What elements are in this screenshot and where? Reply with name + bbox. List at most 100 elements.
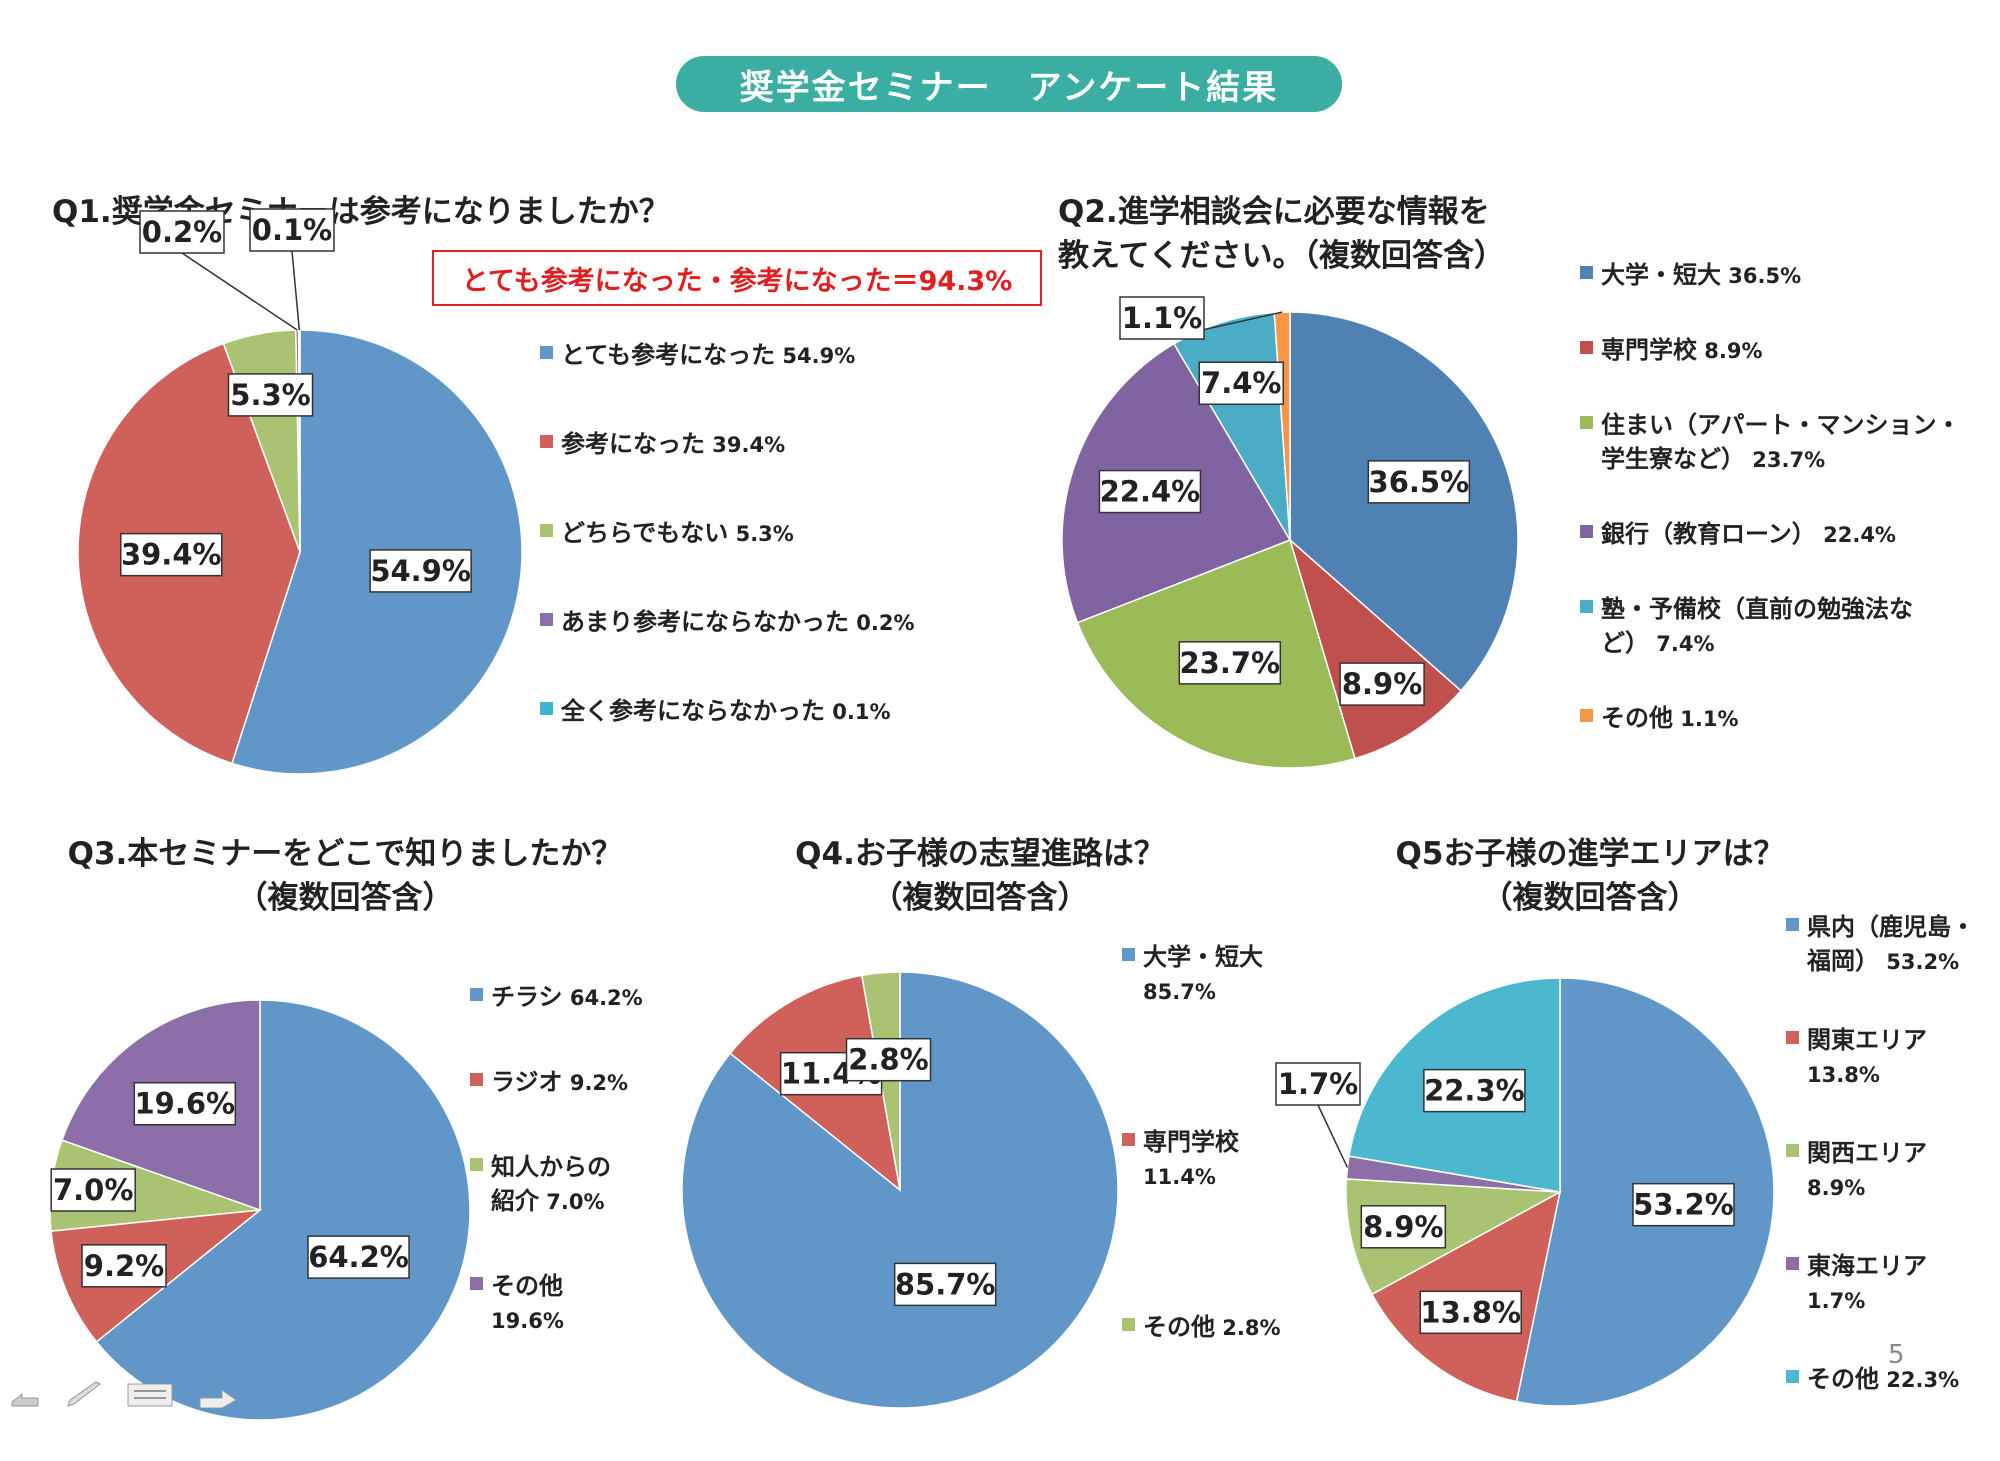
- q1-legend-text-1: 参考になった 39.4%: [561, 430, 786, 458]
- q1-legend-swatch-1: [540, 435, 553, 448]
- q1-data-label-2: 5.3%: [230, 378, 310, 412]
- q2-title-line-1: Q2.進学相談会に必要な情報を: [1058, 194, 1490, 230]
- q2-legend-text-3: 銀行（教育ローン） 22.4%: [1601, 520, 1896, 548]
- q2-legend-item-1: 専門学校 8.9%: [1580, 333, 1961, 368]
- back-arrow-icon[interactable]: [8, 1380, 42, 1408]
- q4-legend-item-2: その他 2.8%: [1122, 1310, 1281, 1345]
- q2-legend-swatch-4: [1580, 600, 1593, 613]
- q5-label-box-3: [1275, 1062, 1361, 1106]
- slide-nav-toolbar: [8, 1380, 240, 1408]
- q5-legend-item-1: 関東エリア 13.8%: [1786, 1023, 1975, 1092]
- q1-data-label-4: 0.1%: [252, 213, 332, 247]
- q4-pie-chart: 85.7%11.4%2.8%: [681, 971, 1119, 1409]
- q1-legend-swatch-2: [540, 524, 553, 537]
- q3-legend-item-2: 知人からの 紹介 7.0%: [470, 1150, 643, 1219]
- q1-label-box-2: [227, 373, 314, 417]
- q3-data-label-3: 19.6%: [134, 1087, 235, 1121]
- q5-label-box-1: [1419, 1290, 1522, 1335]
- q4-legend-text-1: 専門学校 11.4%: [1143, 1128, 1239, 1189]
- q1-legend-swatch-0: [540, 346, 553, 359]
- q3-legend-swatch-3: [470, 1277, 483, 1290]
- q4-label-box-0: [893, 1262, 997, 1307]
- q4-data-label-0: 85.7%: [895, 1267, 996, 1301]
- q5-legend-text-3: 東海エリア 1.7%: [1807, 1252, 1927, 1313]
- q1-legend-text-4: 全く参考にならなかった 0.1%: [561, 697, 891, 725]
- q3-data-label-2: 7.0%: [53, 1173, 133, 1207]
- q5-title-line-1: Q5お子様の進学エリアは？: [1395, 836, 1785, 872]
- q2-data-label-1: 8.9%: [1342, 667, 1422, 701]
- q2-legend-text-1: 専門学校 8.9%: [1601, 336, 1763, 364]
- q4-title-line-1: Q4.お子様の志望進路は？: [795, 836, 1165, 872]
- q2-legend-item-4: 塾・予備校（直前の勉強法な ど） 7.4%: [1580, 592, 1961, 661]
- q3-legend: チラシ 64.2% ラジオ 9.2% 知人からの 紹介 7.0% その他 19.6%: [470, 980, 643, 1388]
- q2-data-label-5: 1.1%: [1122, 301, 1202, 335]
- q5-data-label-3: 1.7%: [1278, 1067, 1358, 1101]
- q3-title: Q3.本セミナーをどこで知りましたか？ （複数回答含）: [30, 832, 660, 920]
- q5-legend-swatch-0: [1786, 918, 1799, 931]
- q3-data-label-1: 9.2%: [84, 1249, 164, 1283]
- q1-label-box-1: [120, 532, 223, 577]
- q4-legend-text-2: その他 2.8%: [1143, 1313, 1281, 1341]
- q3-legend-swatch-1: [470, 1073, 483, 1086]
- q5-data-label-2: 8.9%: [1363, 1210, 1443, 1244]
- q5-legend-swatch-1: [1786, 1031, 1799, 1044]
- q2-label-box-2: [1178, 641, 1282, 685]
- q2-legend-text-2: 住まい（アパート・マンション・ 学生寮など） 23.7%: [1601, 411, 1961, 473]
- q3-legend-item-0: チラシ 64.2%: [470, 980, 643, 1015]
- q4-legend-swatch-1: [1122, 1133, 1135, 1146]
- q3-label-box-3: [133, 1081, 237, 1126]
- q3-legend-text-2: 知人からの 紹介 7.0%: [491, 1153, 611, 1215]
- pen-icon[interactable]: [64, 1380, 104, 1408]
- q5-legend-text-4: その他 22.3%: [1807, 1365, 1960, 1393]
- q4-legend-swatch-2: [1122, 1318, 1135, 1331]
- q5-legend-item-0: 県内（鹿児島・ 福岡） 53.2%: [1786, 910, 1975, 979]
- q3-legend-item-3: その他 19.6%: [470, 1269, 643, 1338]
- q3-title-line-1: Q3.本セミナーをどこで知りましたか？: [67, 836, 623, 872]
- menu-icon[interactable]: [126, 1380, 174, 1408]
- q1-data-label-1: 39.4%: [121, 538, 222, 572]
- q4-legend-swatch-0: [1122, 948, 1135, 961]
- q2-legend-item-2: 住まい（アパート・マンション・ 学生寮など） 23.7%: [1580, 408, 1961, 477]
- q2-legend-item-3: 銀行（教育ローン） 22.4%: [1580, 517, 1961, 552]
- q5-data-label-4: 22.3%: [1424, 1074, 1525, 1108]
- q4-legend: 大学・短大 85.7% 専門学校 11.4% その他 2.8%: [1122, 940, 1281, 1461]
- q1-legend-swatch-4: [540, 702, 553, 715]
- q1-legend-item-3: あまり参考にならなかった 0.2%: [540, 605, 915, 640]
- q1-highlight-callout: とても参考になった・参考になった＝94.3%: [432, 250, 1042, 306]
- q4-label-box-2: [845, 1037, 932, 1082]
- q5-legend-item-2: 関西エリア 8.9%: [1786, 1136, 1975, 1205]
- q1-legend-text-3: あまり参考にならなかった 0.2%: [561, 608, 915, 636]
- q5-data-label-1: 13.8%: [1420, 1295, 1521, 1329]
- q1-legend-item-0: とても参考になった 54.9%: [540, 338, 915, 373]
- q4-title-line-2: （複数回答含）: [871, 880, 1089, 916]
- q3-slice-0: [95, 999, 471, 1421]
- forward-arrow-icon[interactable]: [196, 1380, 240, 1408]
- q5-legend-text-2: 関西エリア 8.9%: [1807, 1139, 1927, 1200]
- q2-data-label-2: 23.7%: [1180, 646, 1281, 680]
- page-number: 5: [1888, 1340, 1905, 1370]
- q5-legend-item-4: その他 22.3%: [1786, 1362, 1975, 1397]
- q4-data-label-2: 2.8%: [848, 1043, 928, 1077]
- q2-legend-text-5: その他 1.1%: [1601, 704, 1739, 732]
- q5-title-line-2: （複数回答含）: [1481, 880, 1699, 916]
- q3-legend-text-3: その他 19.6%: [491, 1272, 564, 1333]
- q3-pie-chart: 64.2% 9.2% 7.0% 19.6%: [49, 999, 471, 1421]
- q2-legend-swatch-2: [1580, 416, 1593, 429]
- q1-data-label-3: 0.2%: [142, 215, 222, 249]
- q5-legend-item-3: 東海エリア 1.7%: [1786, 1249, 1975, 1318]
- q1-legend-text-0: とても参考になった 54.9%: [561, 341, 856, 369]
- q1-legend-text-2: どちらでもない 5.3%: [561, 519, 794, 547]
- q2-title-line-2: 教えてください。（複数回答含）: [1058, 238, 1506, 274]
- q4-legend-item-0: 大学・短大 85.7%: [1122, 940, 1281, 1009]
- q5-legend-swatch-4: [1786, 1370, 1799, 1383]
- q2-title: Q2.進学相談会に必要な情報を 教えてください。（複数回答含）: [1058, 190, 1505, 278]
- q2-legend-item-0: 大学・短大 36.5%: [1580, 258, 1961, 293]
- q5-legend: 県内（鹿児島・ 福岡） 53.2% 関東エリア 13.8% 関西エリア 8.9% 東海エ…: [1786, 910, 1975, 1441]
- q2-legend-text-4: 塾・予備校（直前の勉強法な ど） 7.4%: [1601, 595, 1913, 657]
- q1-label-box-0: [369, 549, 472, 593]
- q2-label-box-1: [1339, 662, 1425, 706]
- q3-label-box-2: [50, 1168, 136, 1212]
- q5-legend-text-1: 関東エリア 13.8%: [1807, 1026, 1927, 1087]
- q1-data-label-0: 54.9%: [370, 554, 471, 588]
- q3-label-box-1: [81, 1244, 167, 1288]
